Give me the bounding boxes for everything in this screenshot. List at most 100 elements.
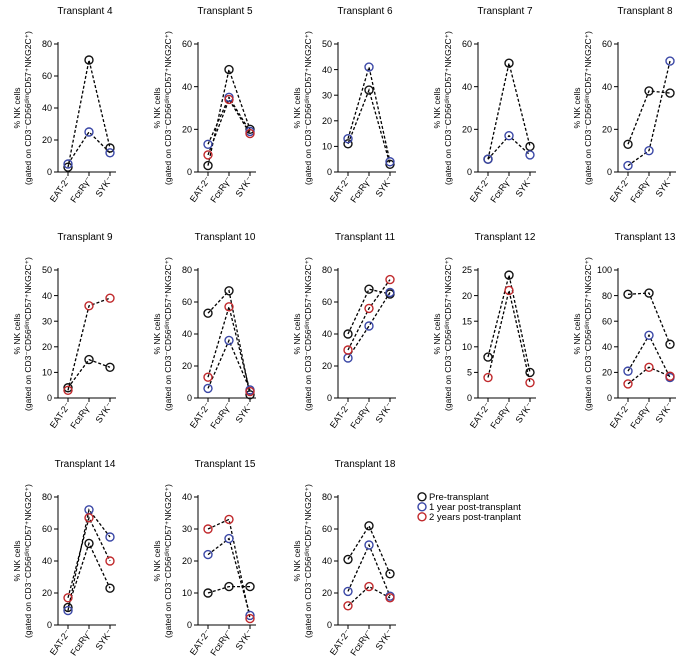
y-tick-label: 10 <box>42 368 52 378</box>
y-axis-label: % NK cells <box>432 313 442 354</box>
legend-label: Pre-transplant <box>429 492 489 503</box>
y-tick-label: 20 <box>182 556 192 566</box>
panel-title: Transplant 4 <box>57 6 113 17</box>
y-tick-label: 20 <box>322 361 332 371</box>
data-point <box>105 148 115 158</box>
panel-title: Transplant 6 <box>337 6 393 17</box>
data-point <box>364 284 374 294</box>
y-tick-label: 20 <box>182 361 192 371</box>
data-point <box>203 308 213 318</box>
data-point <box>644 145 654 156</box>
data-point <box>203 139 213 149</box>
data-point <box>343 329 353 339</box>
y-tick-label: 10 <box>462 342 472 352</box>
data-point <box>203 150 213 160</box>
panels: Transplant 4 % NK cells (gated on CD3⁻CD56… <box>12 6 676 657</box>
data-point <box>245 386 255 397</box>
y-tick-label: 60 <box>182 39 192 49</box>
data-point <box>63 383 73 393</box>
x-tick-label: FcεRγ⁻ <box>68 174 93 204</box>
panel: Transplant 6 % NK cells (gated on CD3⁻CD56… <box>292 6 396 205</box>
x-tick-label: SYK⁻ <box>93 627 114 652</box>
data-point <box>224 581 234 592</box>
y-tick-label: 60 <box>602 316 612 326</box>
y-tick-label: 0 <box>607 393 612 403</box>
y-tick-label: 40 <box>182 82 192 92</box>
data-point <box>224 286 234 296</box>
y-tick-label: 80 <box>322 492 332 502</box>
data-point <box>385 159 395 170</box>
y-tick-label: 0 <box>187 393 192 403</box>
x-tick-label: FcεRγ⁻ <box>628 174 653 204</box>
y-tick-label: 15 <box>462 316 472 326</box>
data-point <box>343 139 353 149</box>
series-line <box>347 543 391 597</box>
panel: Transplant 13 % NK cells (gated on CD3⁻CD5… <box>572 232 676 431</box>
data-point <box>203 549 213 560</box>
y-tick-label: 0 <box>47 393 52 403</box>
y-tick-label: 0 <box>327 167 332 177</box>
x-tick-label: FcεRγ⁻ <box>348 627 373 657</box>
y-axis-label: % NK cells <box>572 87 582 128</box>
y-tick-label: 20 <box>462 125 472 135</box>
y-tick-label: 10 <box>322 142 332 152</box>
panel-title: Transplant 9 <box>57 232 113 243</box>
series-line <box>347 524 391 575</box>
x-tick-label: FcεRγ⁻ <box>208 174 233 204</box>
panel: Transplant 15 % NK cells (gated on CD3⁻CD5… <box>152 459 256 657</box>
y-tick-label: 20 <box>602 125 612 135</box>
series-line <box>627 333 671 378</box>
data-point <box>644 86 654 96</box>
y-axis-label: % NK cells <box>12 540 22 581</box>
y-tick-label: 40 <box>602 82 612 92</box>
y-tick-label: 25 <box>462 265 472 275</box>
data-point <box>84 301 94 311</box>
series-line <box>207 67 251 166</box>
panel-title: Transplant 12 <box>475 232 536 243</box>
x-tick-label: SYK⁻ <box>233 174 254 199</box>
series-line <box>207 289 251 395</box>
panel-title: Transplant 7 <box>477 6 533 17</box>
y-tick-label: 50 <box>322 39 332 49</box>
data-point <box>63 159 73 169</box>
panel-title: Transplant 18 <box>335 459 396 470</box>
data-point <box>364 581 374 592</box>
panel-title: Transplant 15 <box>195 459 256 470</box>
y-tick-label: 60 <box>42 524 52 534</box>
data-point <box>623 139 633 149</box>
data-point <box>245 390 255 400</box>
series-line <box>67 358 111 389</box>
data-point <box>224 302 234 312</box>
data-point <box>483 154 493 164</box>
series-line <box>487 274 531 373</box>
data-point <box>84 55 94 65</box>
y-axis-label-gating: (gated on CD3⁻CD56ᵈⁱᵐCD57⁺NKG2C⁺) <box>163 31 173 185</box>
series-line <box>347 292 391 359</box>
y-tick-label: 40 <box>602 342 612 352</box>
series-line <box>67 297 111 391</box>
y-tick-label: 5 <box>467 368 472 378</box>
y-tick-label: 20 <box>602 368 612 378</box>
series-line <box>627 292 671 345</box>
legend-label: 2 years post-tranplant <box>429 512 521 523</box>
data-point <box>644 288 654 298</box>
data-point <box>105 583 115 593</box>
panel-title: Transplant 5 <box>197 6 253 17</box>
x-tick-label: FcεRγ⁻ <box>208 400 233 430</box>
series-line <box>627 90 671 145</box>
y-tick-label: 40 <box>462 82 472 92</box>
data-point <box>343 586 353 597</box>
panel: Transplant 12 % NK cells (gated on CD3⁻CD5… <box>432 232 536 431</box>
x-tick-label: SYK⁻ <box>653 174 674 199</box>
data-point <box>343 134 353 144</box>
series-line <box>347 288 391 335</box>
y-tick-label: 40 <box>322 556 332 566</box>
panel: Transplant 14 % NK cells (gated on CD3⁻CD5… <box>12 459 116 657</box>
panel: Transplant 9 % NK cells (gated on CD3⁻CD56… <box>12 232 116 431</box>
data-point <box>84 538 94 549</box>
data-point <box>203 383 213 394</box>
y-axis-label: % NK cells <box>432 87 442 128</box>
y-tick-label: 60 <box>602 39 612 49</box>
